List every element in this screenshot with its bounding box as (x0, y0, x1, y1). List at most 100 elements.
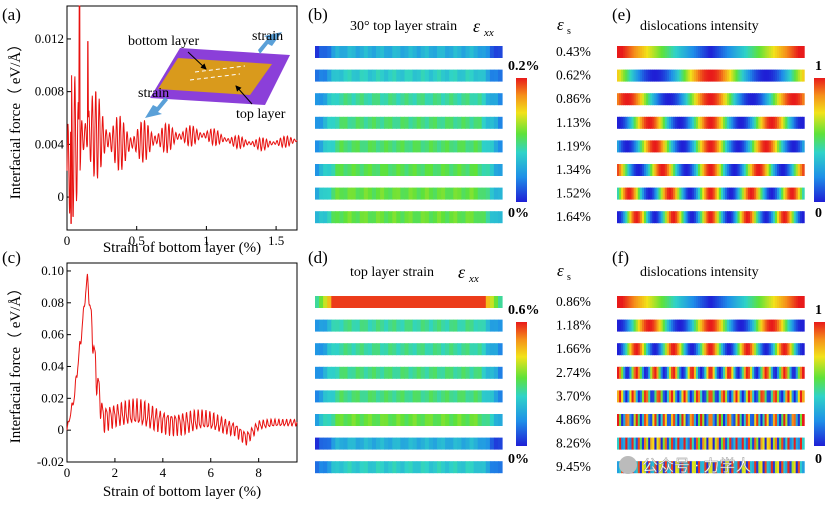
dislocation-cell (758, 187, 761, 200)
strain-cell (315, 461, 320, 474)
dislocation-cell (650, 366, 653, 379)
dislocation-cell (774, 140, 778, 153)
dislocation-cell (750, 164, 753, 176)
dislocation-cell (646, 46, 649, 58)
strain-cell (469, 69, 475, 82)
strain-cell (420, 414, 426, 426)
strain-cell (498, 390, 503, 403)
strain-cell (359, 319, 365, 332)
dislocation-cell (646, 437, 649, 450)
strain-cell (319, 343, 324, 356)
dislocation-cell (641, 414, 645, 426)
dislocation-cell (714, 164, 718, 176)
strain-cell (400, 437, 405, 450)
dislocation-cell (789, 461, 793, 474)
dislocation-cell (702, 164, 705, 176)
dislocation-cell (735, 366, 739, 379)
dislocation-cell (706, 211, 710, 224)
dislocation-cell (629, 366, 633, 379)
panel-e: dislocations intensity 1 0 (617, 19, 825, 224)
strain-cell (319, 69, 324, 82)
y-tick-label: 0.10 (41, 263, 64, 278)
strain-cell (428, 93, 434, 106)
dislocation-cell (664, 46, 668, 58)
strain-cell (457, 461, 462, 474)
dislocation-cell (791, 366, 795, 379)
dislocation-cell (648, 187, 651, 200)
dislocation-cell (756, 187, 759, 200)
dislocation-cell (743, 461, 747, 474)
dislocation-cell (675, 390, 678, 403)
dislocation-cell (681, 461, 685, 474)
dislocation-cell (623, 116, 626, 129)
dislocation-cell (621, 319, 624, 332)
strain-cell (367, 116, 373, 129)
dislocation-cell (774, 164, 778, 176)
dislocation-cell (789, 46, 793, 58)
dislocation-cell (795, 390, 799, 403)
strain-cell (424, 187, 430, 200)
dislocation-cell (758, 296, 761, 308)
dislocation-cell (666, 164, 670, 176)
strain-cell (400, 187, 405, 200)
dislocation-cell (770, 343, 774, 356)
strain-cell (323, 116, 328, 129)
strain-cell (469, 46, 475, 58)
dislocation-cell (662, 319, 666, 332)
dislocation-cell (635, 211, 639, 224)
dislocation-cell (752, 437, 755, 450)
dislocation-cell (627, 187, 631, 200)
dislocation-cell (714, 296, 718, 308)
strain-cell (481, 140, 487, 153)
dislocation-cell (725, 140, 728, 153)
strain-cell (335, 437, 340, 450)
dislocation-cell (668, 140, 672, 153)
strain-cell (396, 69, 401, 82)
strain-cell (355, 414, 361, 426)
strain-cell (493, 319, 499, 332)
dislocation-cell (693, 366, 697, 379)
strain-cell (485, 211, 491, 224)
dislocation-cell (673, 461, 676, 474)
dislocation-cell (799, 93, 803, 106)
dislocation-cell (745, 187, 749, 200)
strain-cell (351, 343, 357, 356)
dislocation-cell (777, 69, 780, 82)
strain-cell (371, 140, 377, 153)
dislocation-cell (795, 414, 799, 426)
strain-cell (363, 343, 369, 356)
dislocation-cell (741, 46, 745, 58)
strain-cell (396, 461, 401, 474)
panel-b-cbar-max: 0.2% (508, 59, 540, 74)
dislocation-cell (797, 116, 801, 129)
strain-cell (327, 296, 332, 308)
dislocation-cell (617, 187, 620, 200)
dislocation-cell (631, 366, 635, 379)
strain-cell (412, 414, 418, 426)
panel-f-cbar-min: 0 (815, 452, 822, 467)
strain-cell (465, 140, 471, 153)
strain-cell (469, 437, 475, 450)
strain-cell (371, 390, 377, 403)
strain-cell (376, 319, 381, 332)
dislocation-cell (760, 319, 764, 332)
dislocation-cell (750, 211, 753, 224)
strain-cell (473, 69, 479, 82)
dislocation-cell (627, 437, 631, 450)
dislocation-cell (668, 69, 672, 82)
dislocation-cell (772, 319, 776, 332)
dislocation-cell (733, 343, 737, 356)
dislocation-cell (671, 187, 674, 200)
inset-pointer-top (235, 85, 253, 105)
dislocation-cell (770, 296, 774, 308)
x-tick-label: 8 (255, 465, 262, 480)
dislocation-cell (787, 414, 791, 426)
dislocation-cell (781, 366, 784, 379)
strain-cell (351, 211, 357, 224)
dislocation-cell (650, 296, 653, 308)
dislocation-cell (627, 390, 631, 403)
strain-cell (493, 93, 499, 106)
strain-cell (384, 319, 389, 332)
dislocation-cell (723, 211, 726, 224)
strain-strip-3 (315, 343, 503, 356)
